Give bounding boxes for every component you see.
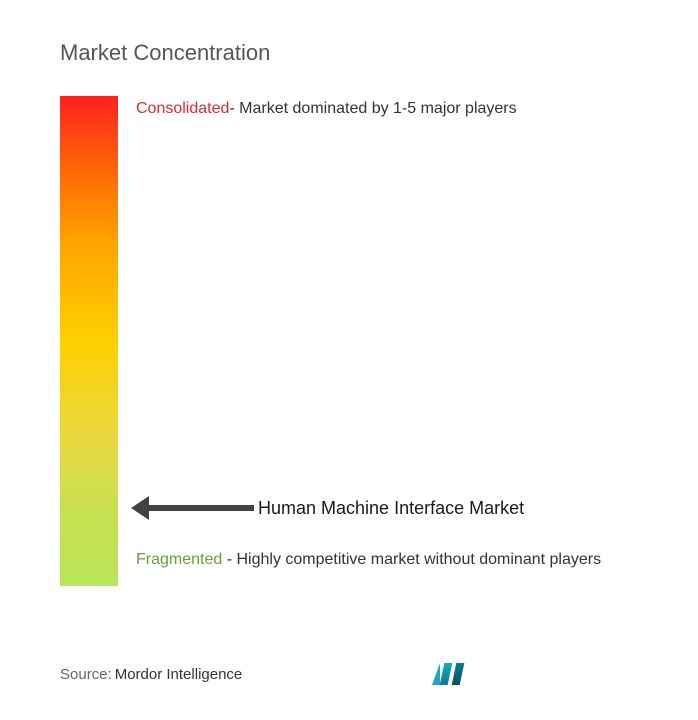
source-label: Source: — [60, 666, 112, 683]
arrow-line-icon — [149, 505, 254, 511]
arrow-icon — [131, 496, 254, 520]
logo-icon — [432, 663, 462, 685]
logo-bar-1 — [432, 663, 440, 685]
market-indicator: Human Machine Interface Market — [131, 496, 524, 520]
consolidated-description: - Market dominated by 1-5 major players — [229, 100, 516, 117]
arrow-head-icon — [131, 496, 149, 520]
fragmented-description: - Highly competitive market without domi… — [222, 551, 601, 568]
infographic-container: Market Concentration Consolidated- Marke… — [0, 0, 698, 720]
concentration-gradient-bar — [60, 96, 118, 586]
source-name: Mordor Intelligence — [115, 666, 243, 683]
fragmented-label: Fragmented - Highly competitive market w… — [136, 548, 611, 572]
consolidated-label: Consolidated- Market dominated by 1-5 ma… — [136, 98, 517, 120]
consolidated-term: Consolidated — [136, 100, 229, 117]
labels-area: Consolidated- Market dominated by 1-5 ma… — [136, 96, 638, 586]
logo-bar-3 — [452, 663, 465, 685]
content-area: Consolidated- Market dominated by 1-5 ma… — [60, 96, 638, 586]
page-title: Market Concentration — [60, 40, 638, 66]
logo-bar-2 — [440, 663, 453, 685]
source-attribution: Source: Mordor Intelligence — [60, 663, 462, 685]
market-name-label: Human Machine Interface Market — [258, 498, 524, 519]
fragmented-term: Fragmented — [136, 551, 222, 568]
